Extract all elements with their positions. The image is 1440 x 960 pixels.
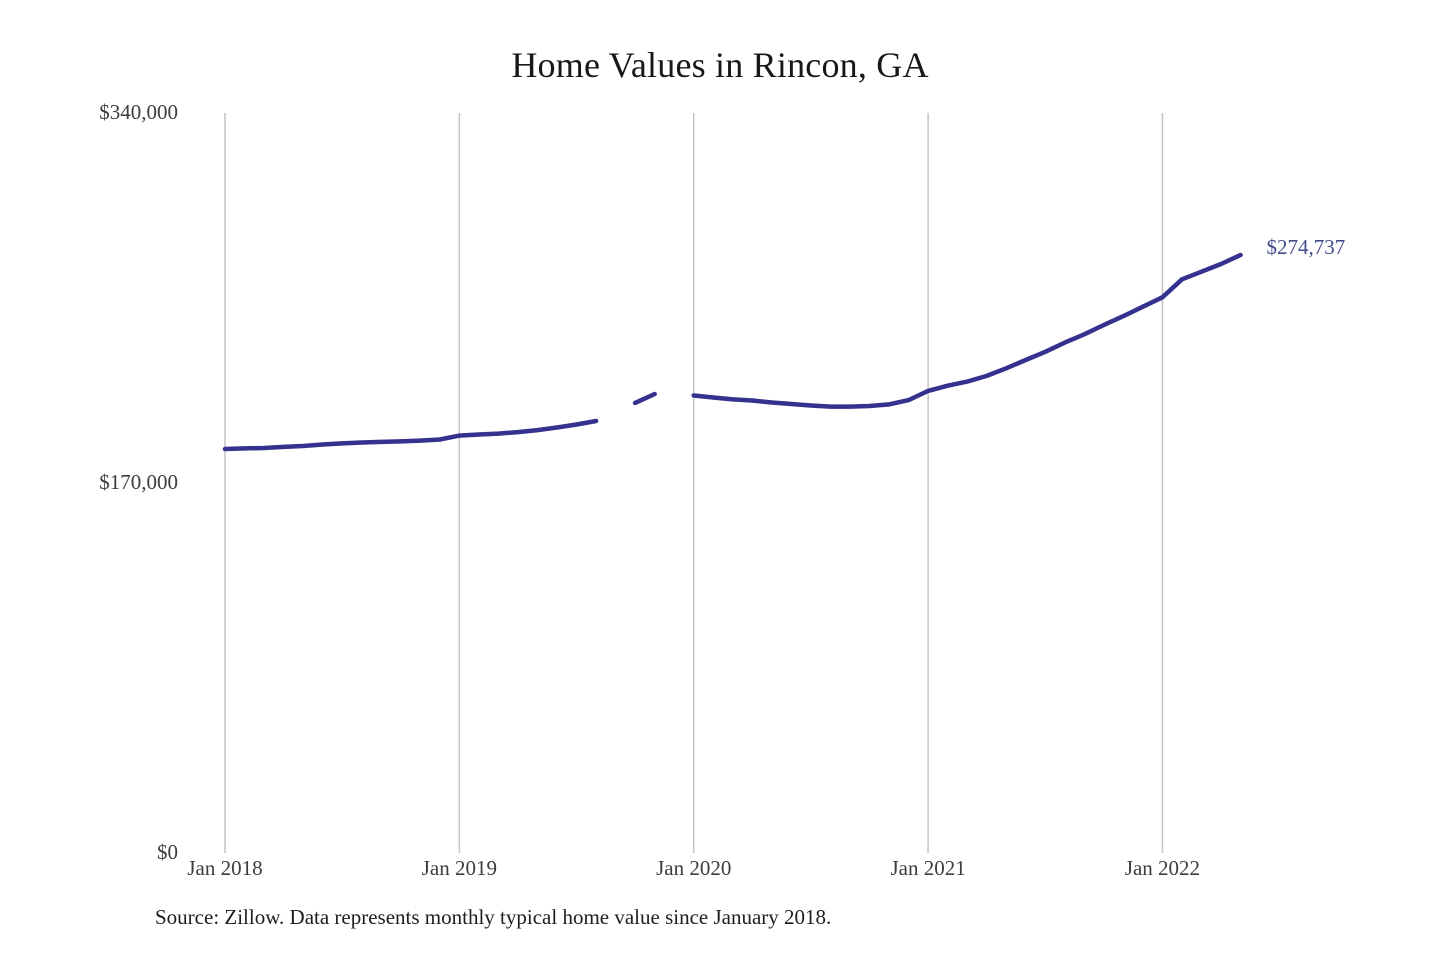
chart-title: Home Values in Rincon, GA xyxy=(511,45,929,85)
x-axis-tick-label: Jan 2018 xyxy=(187,856,263,880)
x-axis-tick-label: Jan 2019 xyxy=(421,856,497,880)
home-value-line xyxy=(222,418,599,452)
x-axis-tick-label: Jan 2020 xyxy=(656,856,732,880)
y-axis-tick-label: $0 xyxy=(157,840,178,864)
home-value-line xyxy=(691,252,1243,409)
y-axis-tick-label: $170,000 xyxy=(99,470,178,494)
source-note: Source: Zillow. Data represents monthly … xyxy=(155,905,832,929)
x-axis-tick-label: Jan 2021 xyxy=(890,856,966,880)
home-value-line xyxy=(632,391,657,406)
x-axis-tick-label: Jan 2022 xyxy=(1124,856,1201,880)
latest-value-label: $274,737 xyxy=(1266,235,1346,260)
y-axis-tick-label: $340,000 xyxy=(99,100,178,124)
